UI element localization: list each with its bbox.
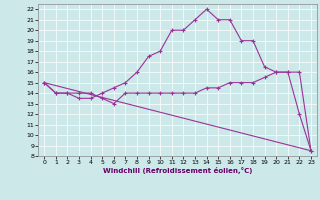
X-axis label: Windchill (Refroidissement éolien,°C): Windchill (Refroidissement éolien,°C)	[103, 167, 252, 174]
